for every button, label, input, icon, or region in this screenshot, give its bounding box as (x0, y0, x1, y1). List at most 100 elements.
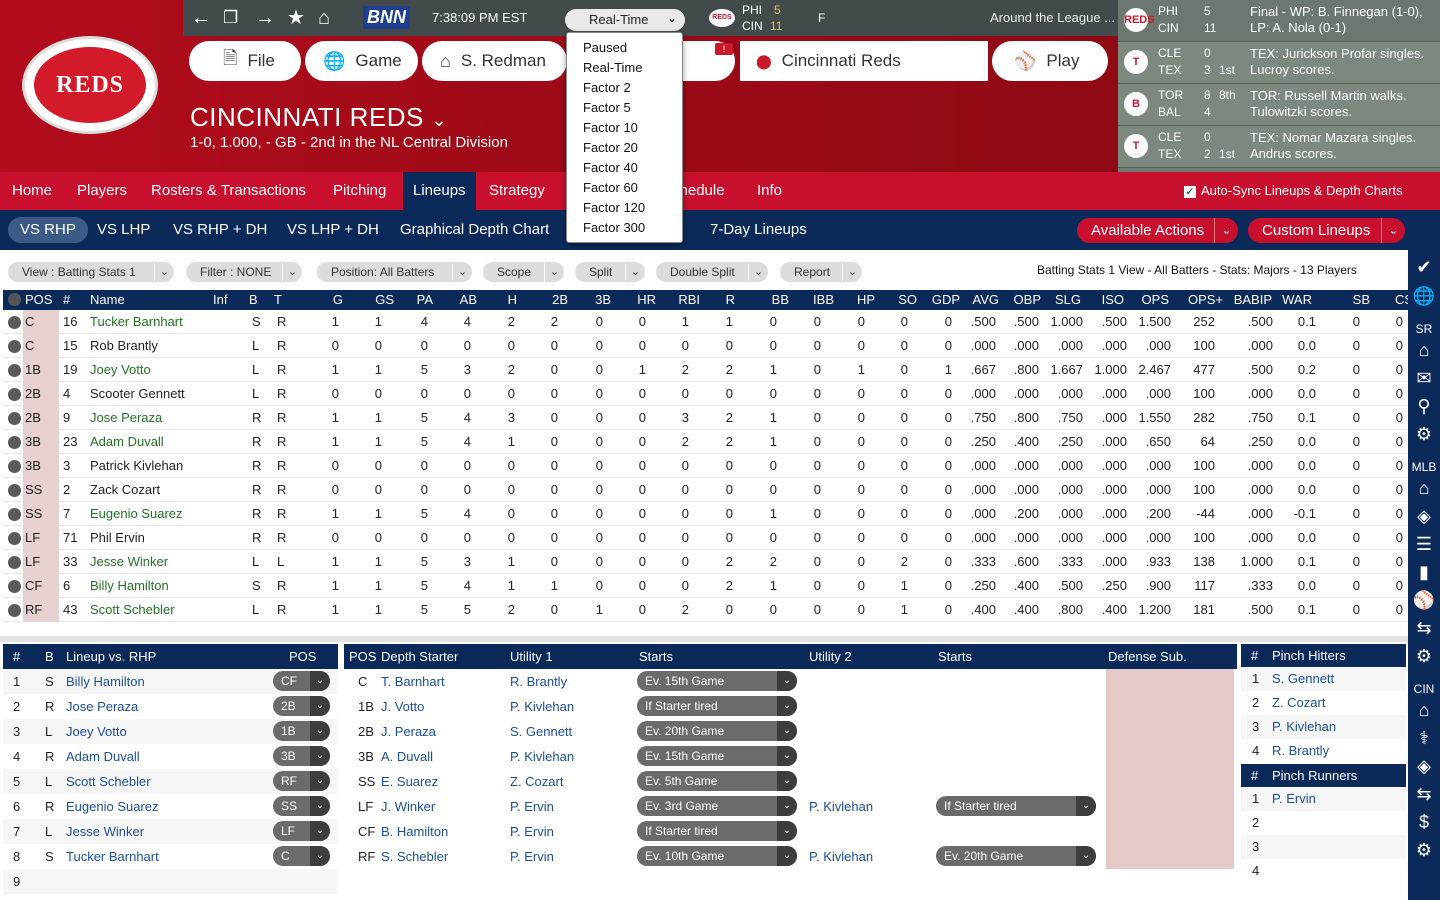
gear-icon[interactable]: ⚙ (1415, 646, 1433, 666)
tab-7day-lineups[interactable]: 7-Day Lineups (710, 221, 807, 238)
file-button[interactable]: 🗎 File (189, 41, 301, 81)
lineup-pos-select[interactable]: SS ⌄ (273, 796, 330, 816)
depth-starts1-select[interactable]: Ev. 15th Game ⌄ (637, 671, 797, 691)
lineup-pos-select[interactable]: 3B ⌄ (273, 746, 330, 766)
col-header-pa[interactable]: PA (416, 292, 433, 307)
lineup-row[interactable]: 1 S Billy Hamilton CF ⌄ (3, 669, 338, 694)
lineup-pos-select[interactable]: LF ⌄ (273, 821, 330, 841)
col-header-hp[interactable]: HP (856, 292, 875, 307)
depth-utility1[interactable]: R. Brantly (510, 674, 568, 689)
lineup-pos-select[interactable]: RF ⌄ (273, 771, 330, 791)
lineup-player[interactable]: Jose Peraza (66, 699, 139, 714)
depth-starts1-select[interactable]: If Starter tired ⌄ (637, 696, 797, 716)
col-header-inf[interactable]: Inf (213, 292, 228, 307)
pinch-runner-row[interactable]: 1 P. Ervin (1241, 787, 1406, 811)
player-name[interactable]: Eugenio Suarez (90, 506, 183, 521)
double-split-select[interactable]: Double Split ⌄ (656, 262, 768, 282)
pinch-runner-name[interactable]: P. Ervin (1272, 791, 1316, 806)
col-header-ops[interactable]: OPS+ (1187, 292, 1223, 307)
table-row[interactable]: 1B 19 Joey Votto L R 1 1 5 3 2 0 0 1 2 2 1 0 1 0 1.667.800 1… (3, 358, 1408, 382)
pinch-hitter-name[interactable]: Z. Cozart (1272, 695, 1326, 710)
nav-pitching[interactable]: Pitching (333, 182, 387, 199)
speed-option[interactable]: Factor 2 (583, 80, 631, 95)
home-icon[interactable]: ⌂ (318, 7, 331, 29)
lineup-row[interactable]: 9 (3, 869, 338, 894)
lineup-row[interactable]: 6 R Eugenio Suarez SS ⌄ (3, 794, 338, 819)
dollar-icon[interactable]: $ (1418, 812, 1429, 832)
nav-players[interactable]: Players (77, 182, 128, 199)
depth-row[interactable]: CF B. Hamilton P. Ervin If Starter tired ⌄ (344, 819, 1106, 844)
table-row[interactable]: LF 33 Jesse Winker L L 1 1 5 3 1 0 0 0 0 2 2 0 0 2 0 .333 .60… (3, 550, 1408, 574)
depth-utility1[interactable]: P. Ervin (510, 799, 554, 814)
lineup-player[interactable]: Scott Schebler (66, 774, 151, 789)
col-header-name[interactable]: Name (90, 292, 125, 307)
pinch-hitter-row[interactable]: 2 Z. Cozart (1241, 691, 1406, 715)
col-header-b[interactable]: B (249, 292, 258, 307)
play-button[interactable]: ⚾ Play (992, 41, 1108, 81)
transfer-icon[interactable]: ⇆ (1416, 618, 1432, 638)
pinch-hitter-name[interactable]: R. Brantly (1272, 743, 1330, 758)
col-header-so[interactable]: SO (898, 292, 917, 307)
lineup-row[interactable]: 5 L Scott Schebler RF ⌄ (3, 769, 338, 794)
mail-icon[interactable]: ✉ (1416, 368, 1432, 388)
depth-utility1[interactable]: P. Kivlehan (510, 749, 575, 764)
depth-utility1[interactable]: Z. Cozart (510, 774, 564, 789)
filter-select[interactable]: Filter : NONE ⌄ (186, 262, 302, 282)
nav-lineups[interactable]: Lineups (403, 172, 476, 210)
depth-starter[interactable]: J. Winker (381, 799, 436, 814)
available-actions-button[interactable]: Available Actions ⌄ (1077, 218, 1238, 243)
tag-icon[interactable]: ◈ (1417, 756, 1431, 776)
depth-starter[interactable]: J. Votto (381, 699, 425, 714)
nav-rosters[interactable]: Rosters & Transactions (151, 182, 307, 199)
col-header-pos[interactable]: POS (25, 292, 53, 307)
col-header-slg[interactable]: SLG (1054, 292, 1081, 307)
gear-icon[interactable]: ⚙ (1415, 424, 1433, 444)
player-name[interactable]: Joey Votto (90, 362, 151, 377)
depth-starter[interactable]: J. Peraza (381, 724, 436, 739)
speed-dropdown[interactable]: Paused Real-Time Factor 2 Factor 5 Factor 10… (566, 32, 683, 243)
globe-icon[interactable]: 🌐 (1412, 286, 1436, 306)
position-select[interactable]: Position: All Batters ⌄ (317, 262, 472, 282)
depth-row[interactable]: RF S. Schebler P. Ervin Ev. 10th Game ⌄ P. Ki… (344, 844, 1106, 869)
depth-starter[interactable]: T. Barnhart (381, 674, 445, 689)
player-name[interactable]: Scooter Gennett (90, 386, 185, 401)
depth-starter[interactable]: E. Suarez (381, 774, 439, 789)
depth-starter[interactable]: A. Duvall (381, 749, 434, 764)
col-header-ibb[interactable]: IBB (813, 292, 834, 307)
col-header-2b[interactable]: 2B (552, 292, 568, 307)
bar-chart-icon[interactable]: ▮ (1419, 562, 1429, 582)
depth-row[interactable]: LF J. Winker P. Ervin Ev. 3rd Game ⌄ P. Kivle… (344, 794, 1106, 819)
tab-vs-rhp[interactable]: VS RHP (8, 217, 88, 243)
col-header-avg[interactable]: AVG (972, 292, 1000, 307)
depth-starter[interactable]: B. Hamilton (381, 824, 449, 839)
custom-lineups-button[interactable]: Custom Lineups ⌄ (1248, 218, 1405, 243)
page-title[interactable]: CINCINNATI REDS ⌄ (190, 102, 447, 133)
col-header-gs[interactable]: GS (375, 292, 394, 307)
speed-option[interactable]: Factor 5 (583, 100, 631, 115)
col-header-gdp[interactable]: GDP (931, 292, 960, 307)
table-row[interactable]: SS 7 Eugenio Suarez R R 1 1 5 4 0 0 0 0 0 0 1 0 0 0 0 .000 .2… (3, 502, 1408, 526)
depth-utility1[interactable]: P. Ervin (510, 824, 554, 839)
tab-graphical-depth[interactable]: Graphical Depth Chart (400, 221, 550, 238)
depth-starts2-select[interactable]: Ev. 20th Game ⌄ (936, 846, 1096, 866)
player-name[interactable]: Patrick Kivlehan (90, 458, 184, 473)
pinch-hitter-row[interactable]: 1 S. Gennett (1241, 667, 1406, 691)
table-row[interactable]: RF 43 Scott Schebler L R 1 1 5 5 2 0 1 0 2 0 0 0 0 1 0 .400.… (3, 598, 1408, 622)
speed-select[interactable]: Real-Time ⌄ (565, 9, 685, 31)
baseball-icon[interactable]: ⚾ (1412, 590, 1436, 610)
pinch-hitter-row[interactable]: 4 R. Brantly (1241, 739, 1406, 763)
depth-starts1-select[interactable]: Ev. 3rd Game ⌄ (637, 796, 797, 816)
col-header-h[interactable]: H (507, 292, 517, 307)
player-name[interactable]: Adam Duvall (90, 434, 164, 449)
home-icon[interactable]: ⌂ (1418, 340, 1430, 360)
lineup-player[interactable]: Adam Duvall (66, 749, 140, 764)
lineup-pos-select[interactable]: 1B ⌄ (273, 721, 330, 741)
bnn-logo[interactable]: BNN (363, 6, 410, 29)
table-row[interactable]: CF 6 Billy Hamilton S R 1 1 5 4 1 1 0 0 0 2 1 0 0 1 0 .250 .4… (3, 574, 1408, 598)
speed-option[interactable]: Factor 300 (583, 220, 646, 235)
depth-utility1[interactable]: P. Kivlehan (510, 699, 575, 714)
defense-sub-area[interactable] (1106, 669, 1234, 869)
depth-starts1-select[interactable]: Ev. 15th Game ⌄ (637, 746, 797, 766)
pinch-runner-row[interactable]: 4 (1241, 859, 1406, 883)
lineup-pos-select[interactable]: 2B ⌄ (273, 696, 330, 716)
